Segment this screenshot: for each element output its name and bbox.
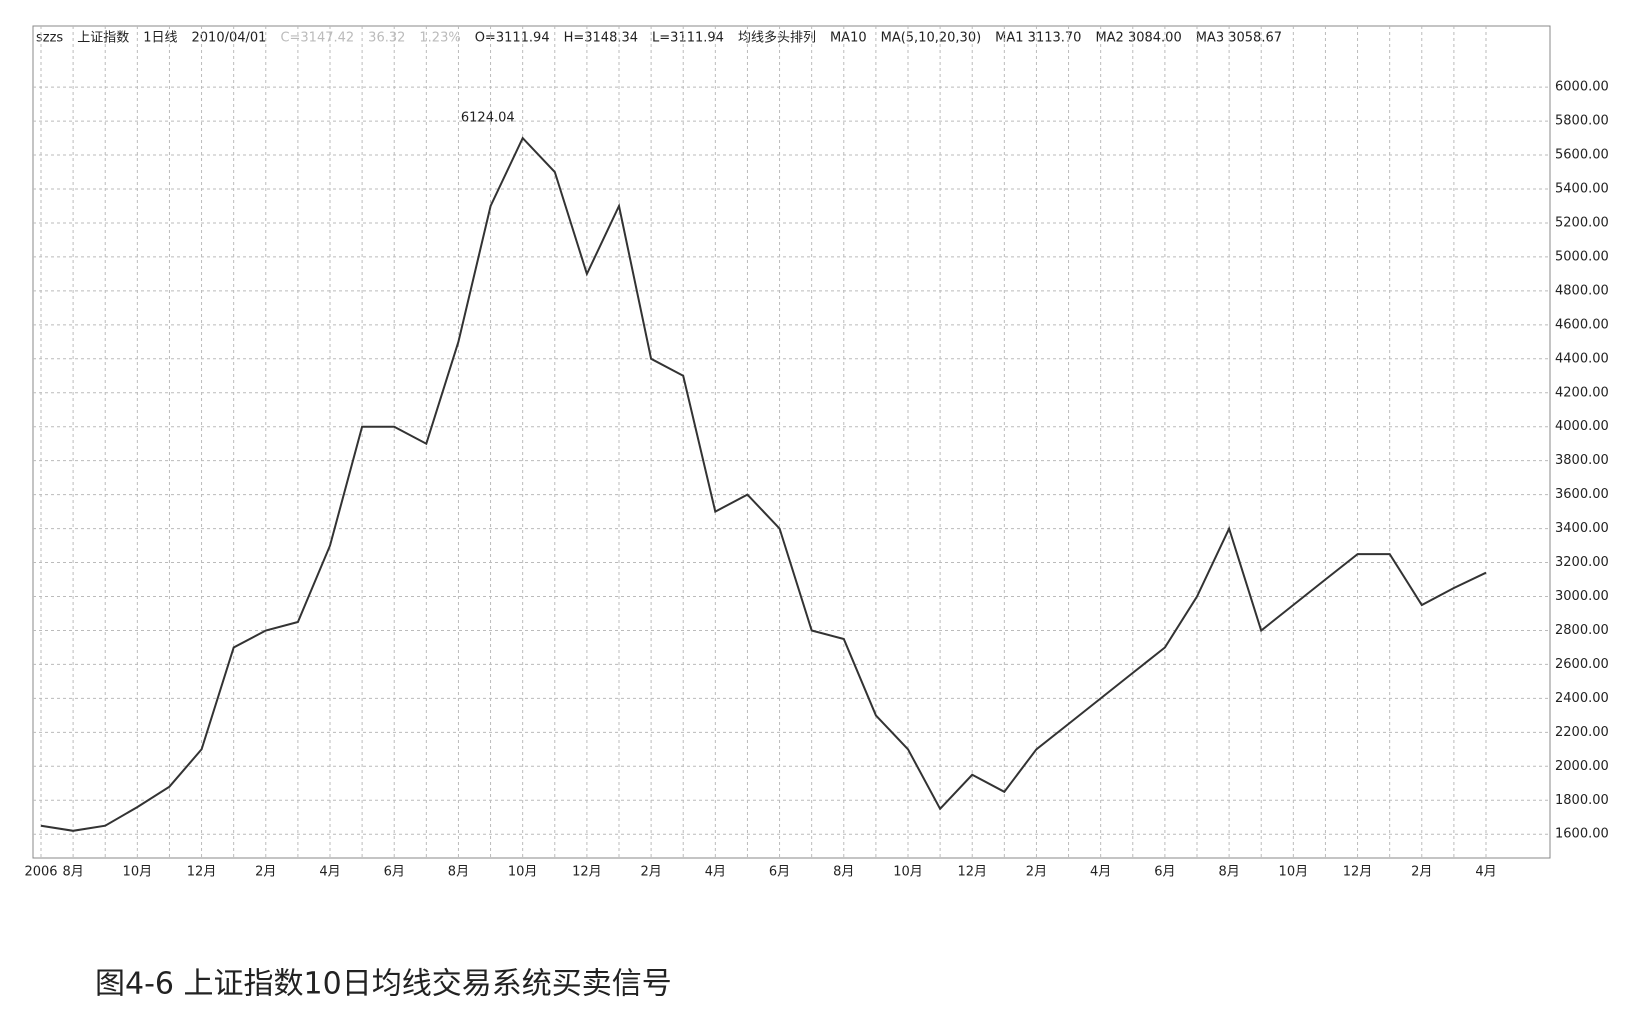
header-item: 1日线 [143, 31, 177, 46]
x-tick-label: 10月 [123, 865, 153, 880]
x-tick-label: 4月 [319, 865, 340, 880]
y-tick-label: 4200.00 [1555, 385, 1609, 400]
header-item: MA2 3084.00 [1095, 31, 1181, 46]
y-tick-label: 2400.00 [1555, 691, 1609, 706]
y-tick-label: 3000.00 [1555, 589, 1609, 604]
x-tick-label: 12月 [957, 865, 987, 880]
x-tick-label: 2月 [255, 865, 276, 880]
y-tick-label: 5200.00 [1555, 215, 1609, 230]
x-tick-label: 6月 [1154, 865, 1175, 880]
y-tick-label: 3800.00 [1555, 453, 1609, 468]
y-tick-label: 4800.00 [1555, 283, 1609, 298]
header-item: MA10 [830, 31, 867, 46]
y-tick-label: 1600.00 [1555, 827, 1609, 842]
x-tick-label: 10月 [893, 865, 923, 880]
x-tick-label: 8月 [833, 865, 854, 880]
y-tick-label: 3200.00 [1555, 555, 1609, 570]
x-tick-label: 2006 [24, 865, 57, 880]
header-item: MA1 3113.70 [995, 31, 1081, 46]
header-item: O=3111.94 [475, 31, 550, 46]
header-item: MA3 3058.67 [1196, 31, 1282, 46]
header-item: L=3111.94 [652, 31, 724, 46]
x-tick-label: 2月 [640, 865, 661, 880]
y-tick-label: 2000.00 [1555, 759, 1609, 774]
y-tick-label: 2600.00 [1555, 657, 1609, 672]
y-tick-label: 5000.00 [1555, 249, 1609, 264]
y-tick-label: 3600.00 [1555, 487, 1609, 502]
y-tick-label: 2800.00 [1555, 623, 1609, 638]
peak-annotation: 6124.04 [461, 111, 515, 126]
x-tick-label: 12月 [572, 865, 602, 880]
x-tick-label: 8月 [1218, 865, 1239, 880]
x-tick-label: 12月 [187, 865, 217, 880]
header-item: szzs [36, 31, 63, 46]
header-item: C=3147.42 [280, 31, 354, 46]
x-tick-label: 2月 [1411, 865, 1432, 880]
y-tick-label: 6000.00 [1555, 80, 1609, 95]
y-tick-label: 4600.00 [1555, 317, 1609, 332]
header-item: 均线多头排列 [738, 30, 816, 46]
header-item: H=3148.34 [564, 31, 638, 46]
y-tick-label: 2200.00 [1555, 725, 1609, 740]
x-tick-label: 12月 [1343, 865, 1373, 880]
header-item: MA(5,10,20,30) [881, 31, 982, 46]
x-tick-label: 4月 [1090, 865, 1111, 880]
x-tick-label: 8月 [448, 865, 469, 880]
header-item: 36.32 [368, 31, 405, 46]
header-item: 2010/04/01 [192, 31, 267, 46]
x-tick-label: 10月 [508, 865, 538, 880]
y-tick-label: 5400.00 [1555, 182, 1609, 197]
index-line [40, 136, 1487, 832]
header-item: 1.23% [419, 31, 460, 46]
caption: 图4-6 上证指数10日均线交易系统买卖信号 [95, 967, 672, 1002]
x-tick-label: 6月 [769, 865, 790, 880]
x-tick-label: 4月 [1475, 865, 1496, 880]
y-tick-label: 1800.00 [1555, 793, 1609, 808]
plot-frame [32, 25, 1551, 859]
y-tick-label: 4000.00 [1555, 419, 1609, 434]
x-tick-label: 10月 [1279, 865, 1309, 880]
x-tick-label: 8月 [62, 865, 83, 880]
x-tick-label: 6月 [384, 865, 405, 880]
y-tick-label: 4400.00 [1555, 351, 1609, 366]
x-tick-label: 4月 [705, 865, 726, 880]
y-tick-label: 5600.00 [1555, 148, 1609, 163]
header-item: 上证指数 [77, 31, 129, 46]
y-tick-label: 3400.00 [1555, 521, 1609, 536]
x-tick-label: 2月 [1026, 865, 1047, 880]
y-tick-label: 5800.00 [1555, 114, 1609, 129]
